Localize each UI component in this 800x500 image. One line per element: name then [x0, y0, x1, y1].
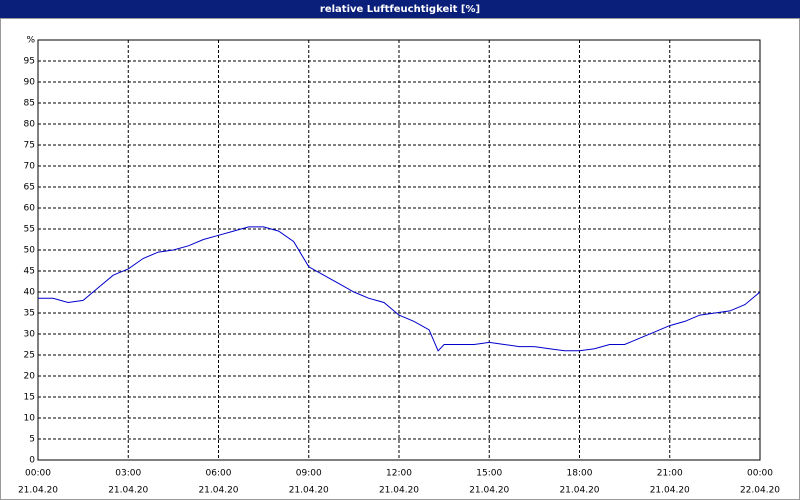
x-tick-label: 06:00	[206, 469, 232, 479]
x-tick-date: 21.04.20	[18, 486, 58, 496]
x-tick-label: 09:00	[296, 469, 322, 479]
x-tick-date: 21.04.20	[198, 486, 238, 496]
x-tick-label: 21:00	[657, 469, 683, 479]
y-tick-label: 70	[24, 162, 36, 172]
y-tick-label: 65	[24, 183, 35, 193]
x-tick-label: 03:00	[115, 469, 141, 479]
y-tick-label: 80	[24, 120, 36, 130]
plot-frame	[37, 39, 761, 461]
x-tick-label: 00:00	[747, 469, 773, 479]
x-tick-date: 22.04.20	[740, 486, 780, 496]
x-tick-date: 21.04.20	[650, 486, 690, 496]
x-tick-label: 12:00	[386, 469, 412, 479]
y-tick-label: 75	[24, 141, 35, 151]
y-tick-label: 40	[24, 288, 36, 298]
x-tick-label: 00:00	[25, 469, 51, 479]
y-tick-label: 45	[24, 267, 35, 277]
y-tick-label: 10	[24, 414, 36, 424]
y-tick-label: 5	[29, 435, 35, 445]
y-tick-label: 55	[24, 225, 35, 235]
y-tick-label: 50	[24, 246, 36, 256]
y-tick-label: 95	[24, 57, 35, 67]
y-tick-label: 0	[29, 456, 35, 466]
x-tick-label: 18:00	[567, 469, 593, 479]
x-tick-date: 21.04.20	[559, 486, 599, 496]
x-tick-date: 21.04.20	[108, 486, 148, 496]
y-tick-label: 35	[24, 309, 35, 319]
chart-title: relative Luftfeuchtigkeit [%]	[320, 4, 480, 15]
y-tick-label: 25	[24, 351, 35, 361]
x-tick-date: 21.04.20	[469, 486, 509, 496]
x-tick-date: 21.04.20	[379, 486, 419, 496]
y-tick-label: 15	[24, 393, 35, 403]
window-border	[0, 18, 800, 500]
y-tick-label: %	[26, 36, 35, 46]
y-tick-label: 30	[24, 330, 36, 340]
x-tick-date: 21.04.20	[289, 486, 329, 496]
y-tick-label: 85	[24, 99, 35, 109]
y-tick-label: 20	[24, 372, 36, 382]
x-tick-label: 15:00	[476, 469, 502, 479]
data-line	[38, 226, 761, 352]
y-tick-label: 90	[24, 78, 36, 88]
title-bar	[0, 0, 800, 18]
y-tick-label: 60	[24, 204, 36, 214]
